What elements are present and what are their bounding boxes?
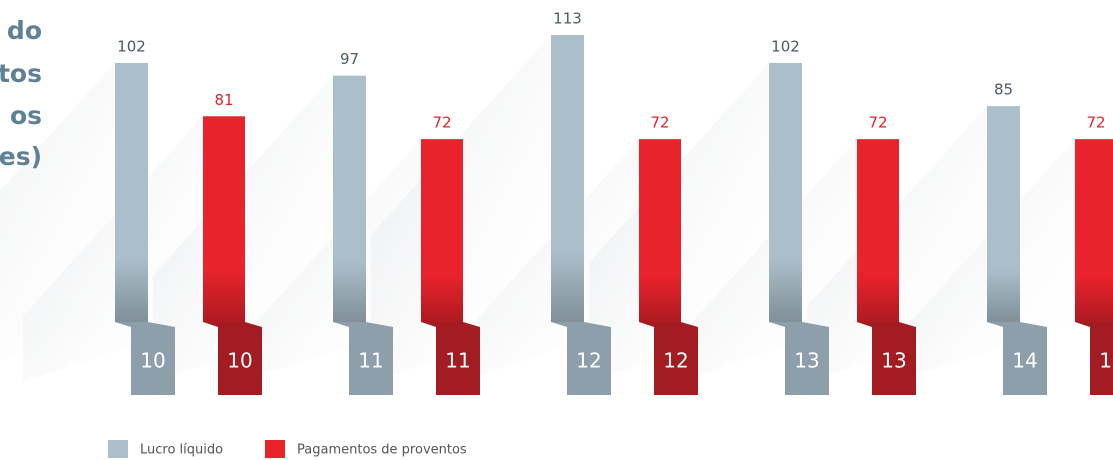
category-block [567,327,611,395]
bar-fold [1075,322,1113,327]
value-label: 85 [994,81,1013,99]
legend-label: Lucro líquido [140,443,223,458]
category-block [218,327,262,395]
category-label: 11 [445,349,470,373]
legend-swatch [265,440,285,458]
category-block [1090,327,1113,395]
category-block [1003,327,1047,395]
category-label: 13 [794,349,819,373]
bar-fade [639,139,681,322]
category-block [349,327,393,395]
bar-fade [551,35,584,322]
value-label: 97 [340,50,359,68]
category-block [436,327,480,395]
bar-fold [333,322,393,327]
bar-fold [551,322,611,327]
value-label: 72 [1086,114,1105,132]
category-label: 13 [881,349,906,373]
bar-fold [987,322,1047,327]
category-block [131,327,175,395]
category-label: 12 [663,349,688,373]
category-label: 14 [1099,349,1113,373]
category-label: 10 [140,349,165,373]
bar-shadow [895,139,1075,382]
bar-fade [115,62,148,323]
bar-fold [203,322,262,327]
value-label: 72 [868,114,887,132]
title-line: os [10,101,42,130]
legend-swatch [108,440,128,458]
bar-fade [1075,139,1113,322]
bar-fold [421,322,480,327]
bar-fold [857,322,916,327]
bar-fade [857,139,899,322]
category-block [785,327,829,395]
bar-fade [987,106,1020,322]
title-line: do [7,16,42,45]
bar-fade [203,116,245,322]
title-line: ntos [0,59,42,88]
category-label: 10 [227,349,252,373]
category-label: 12 [576,349,601,373]
value-label: 72 [432,114,451,132]
bar-fade [333,75,366,322]
category-label: 11 [358,349,383,373]
category-block [654,327,698,395]
bar-fold [115,322,175,327]
value-label: 72 [650,114,669,132]
bar-fold [639,322,698,327]
title-line: es) [0,142,42,171]
value-label: 102 [771,37,800,55]
legend-label: Pagamentos de proventos [297,443,467,458]
category-label: 14 [1012,349,1037,373]
value-label: 81 [214,91,233,109]
value-label: 113 [553,10,582,28]
bar-fade [769,62,802,323]
value-label: 102 [117,37,146,55]
bar-fade [421,139,463,322]
category-block [872,327,916,395]
bar-fold [769,322,829,327]
